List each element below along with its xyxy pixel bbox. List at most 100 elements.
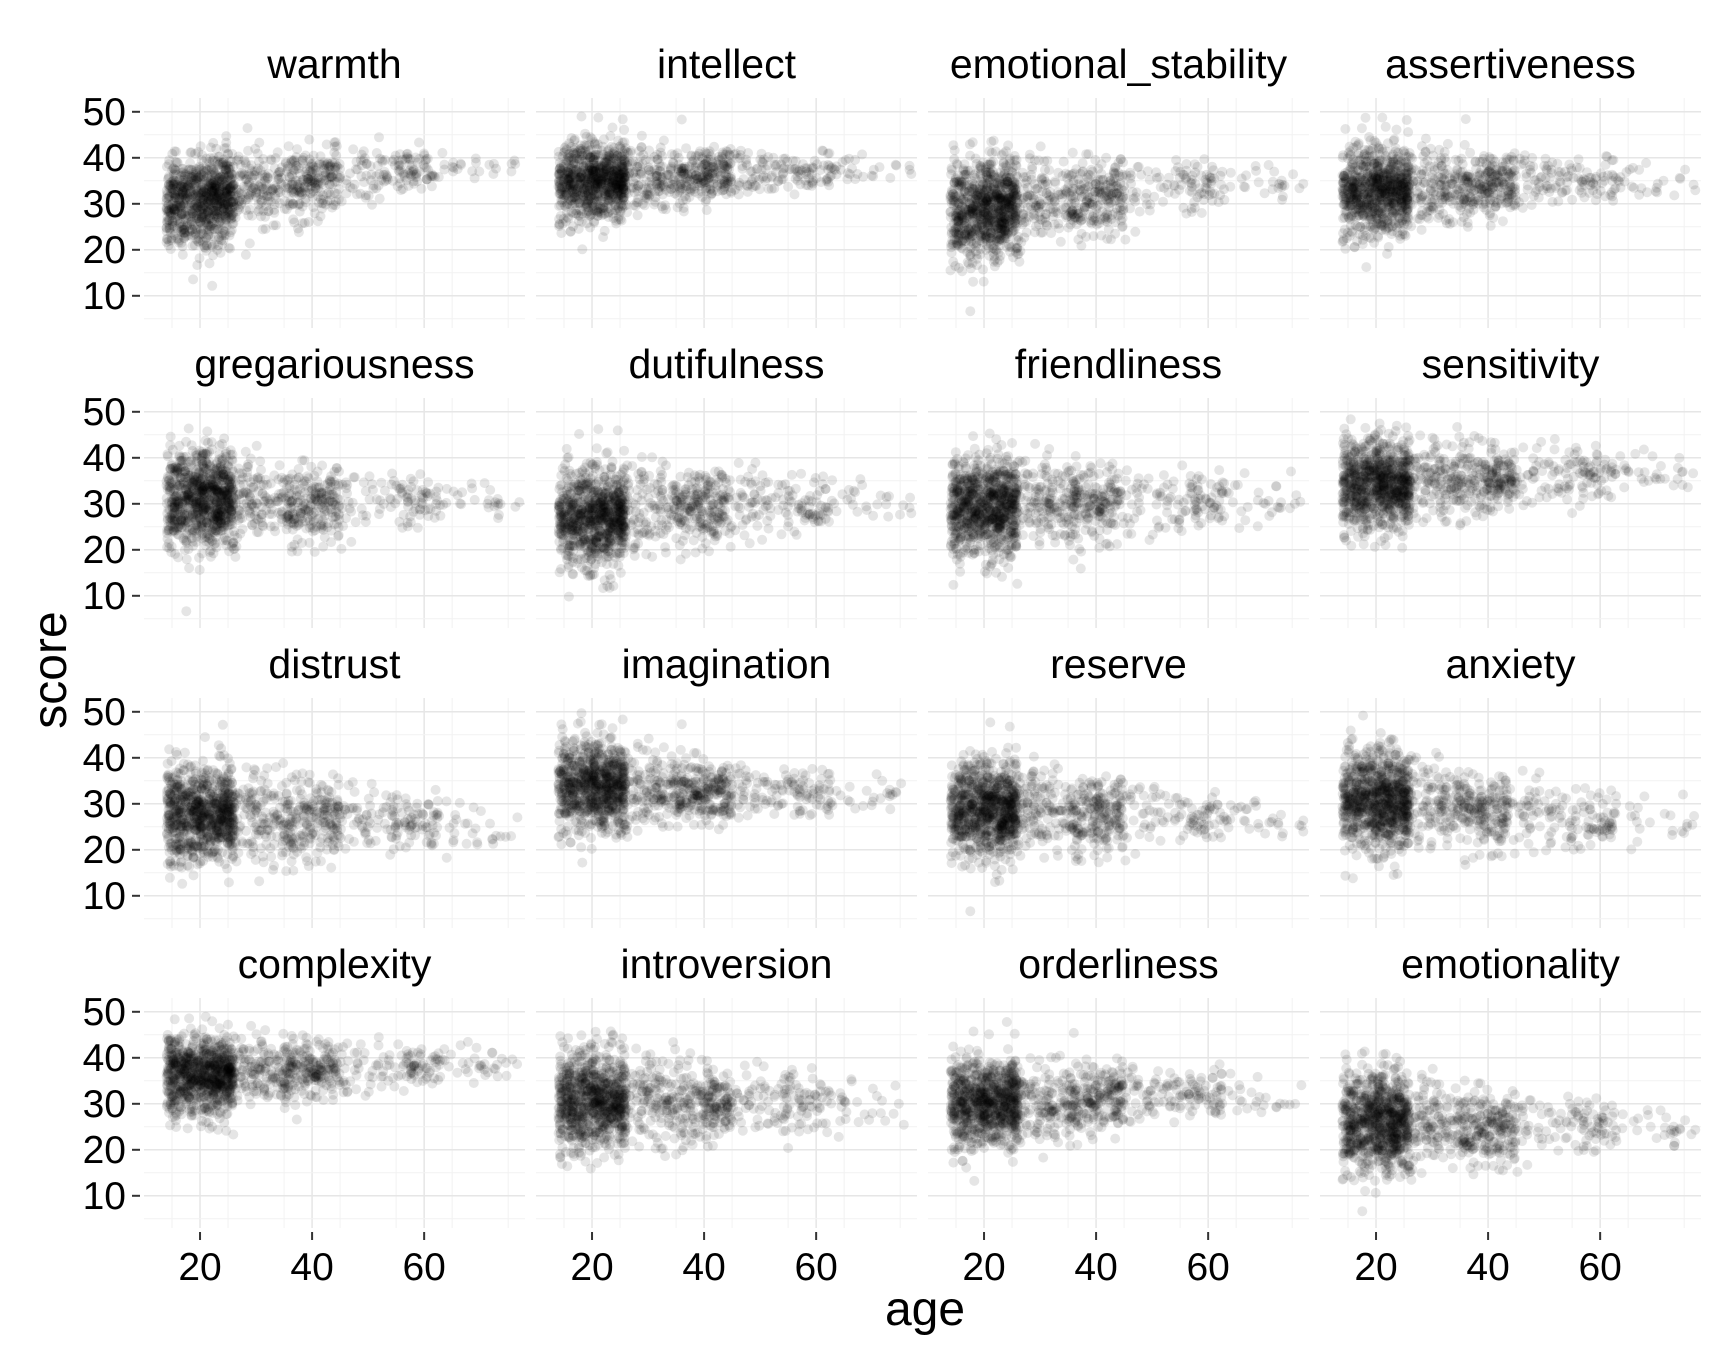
data-point: [590, 162, 600, 172]
data-point: [212, 192, 222, 202]
data-point: [582, 141, 592, 151]
data-point: [213, 203, 223, 213]
data-point: [1091, 176, 1101, 186]
data-point: [554, 221, 564, 231]
data-point: [1050, 197, 1060, 207]
data-point: [891, 160, 901, 170]
data-point: [380, 167, 390, 177]
data-point: [207, 170, 217, 180]
data-point: [367, 200, 377, 210]
data-point: [203, 197, 213, 207]
data-point: [593, 211, 603, 221]
data-point: [356, 171, 366, 181]
data-point: [1014, 257, 1024, 267]
data-point: [714, 160, 724, 170]
data-point: [981, 195, 991, 205]
data-point: [844, 154, 854, 164]
data-point: [951, 229, 961, 239]
data-point: [613, 203, 623, 213]
data-point: [994, 194, 1004, 204]
data-point: [1126, 170, 1136, 180]
data-point: [162, 203, 172, 213]
data-point: [947, 198, 957, 208]
data-point: [659, 136, 669, 146]
data-point: [294, 176, 304, 186]
data-point: [885, 173, 895, 183]
data-point: [221, 131, 231, 141]
series-points: [945, 136, 1308, 317]
data-point: [1226, 168, 1236, 178]
data-point: [1129, 194, 1139, 204]
data-point: [1002, 211, 1012, 221]
data-point: [207, 281, 217, 291]
data-point: [1015, 246, 1025, 256]
data-point: [584, 189, 594, 199]
data-point: [1057, 204, 1067, 214]
data-point: [790, 189, 800, 199]
data-point: [1012, 155, 1022, 165]
data-point: [1171, 166, 1181, 176]
data-point: [718, 180, 728, 190]
data-point: [593, 139, 603, 149]
data-point: [953, 214, 963, 224]
data-point: [693, 178, 703, 188]
data-point: [628, 183, 638, 193]
data-point: [1156, 182, 1166, 192]
facet-title: assertiveness: [1385, 41, 1636, 87]
data-point: [961, 236, 971, 246]
data-point: [488, 169, 498, 179]
data-point: [845, 169, 855, 179]
data-point: [1118, 201, 1128, 211]
data-point: [318, 179, 328, 189]
data-point: [682, 177, 692, 187]
data-point: [1567, 195, 1577, 205]
data-point: [1000, 226, 1010, 236]
data-point: [1106, 198, 1116, 208]
data-point: [657, 151, 667, 161]
data-point: [245, 238, 255, 248]
data-point: [1130, 227, 1140, 237]
data-point: [301, 197, 311, 207]
data-point: [294, 227, 304, 237]
data-point: [1114, 171, 1124, 181]
facet-panel: intellect: [536, 41, 917, 328]
data-point: [288, 214, 298, 224]
data-point: [1187, 175, 1197, 185]
data-point: [593, 113, 603, 123]
data-point: [605, 131, 615, 141]
data-point: [577, 155, 587, 165]
data-point: [1112, 189, 1122, 199]
data-point: [975, 220, 985, 230]
data-point: [1199, 154, 1209, 164]
data-point: [1007, 195, 1017, 205]
data-point: [979, 277, 989, 287]
facet-panel: assertiveness: [1320, 41, 1701, 328]
data-point: [1014, 235, 1024, 245]
data-point: [397, 155, 407, 165]
data-point: [700, 168, 710, 178]
data-point: [734, 190, 744, 200]
data-point: [735, 181, 745, 191]
data-point: [608, 123, 618, 133]
data-point: [961, 173, 971, 183]
data-point: [288, 199, 298, 209]
data-point: [258, 224, 268, 234]
data-point: [704, 181, 714, 191]
data-point: [663, 178, 673, 188]
data-point: [1190, 159, 1200, 169]
data-point: [1197, 208, 1207, 218]
data-point: [1134, 162, 1144, 172]
data-point: [598, 232, 608, 242]
data-point: [1288, 169, 1298, 179]
data-point: [214, 234, 224, 244]
data-point: [618, 182, 628, 192]
data-point: [619, 125, 629, 135]
data-point: [685, 192, 695, 202]
data-point: [638, 184, 648, 194]
data-point: [1027, 164, 1037, 174]
data-point: [348, 144, 358, 154]
data-point: [1050, 219, 1060, 229]
data-point: [752, 164, 762, 174]
series-points: [554, 112, 917, 255]
